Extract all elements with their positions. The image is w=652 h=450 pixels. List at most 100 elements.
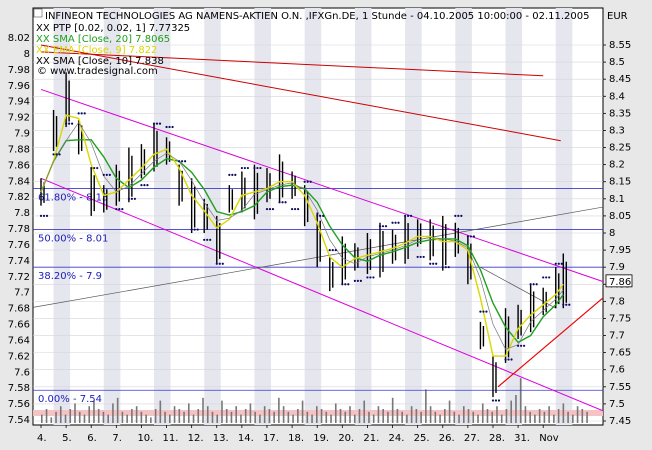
- volume-bar: [131, 409, 133, 423]
- ptp-dot: [206, 238, 209, 241]
- left-tick-label: 7.56: [8, 399, 30, 410]
- left-tick-label: 7.82: [8, 192, 30, 203]
- volume-bar: [524, 406, 527, 423]
- ptp-dot: [294, 207, 297, 211]
- ptp-dot: [322, 214, 325, 218]
- volume-bar: [406, 414, 408, 423]
- ptp-dot: [378, 225, 382, 228]
- ptp-dot: [454, 214, 457, 218]
- left-tick-label: 7.7: [14, 288, 30, 299]
- ptp-dot: [96, 166, 99, 170]
- ptp-dot: [268, 207, 272, 211]
- volume-band: [33, 410, 603, 416]
- x-tick-label: 14.: [238, 433, 254, 444]
- volume-bar: [425, 389, 427, 423]
- ptp-dot: [184, 160, 187, 163]
- volume-bar: [548, 406, 550, 423]
- volume-bar: [211, 411, 214, 423]
- right-tick-label: 8.25: [609, 143, 631, 154]
- volume-bar: [334, 403, 337, 423]
- right-tick-label: 8.5: [609, 57, 625, 68]
- ptp-dot: [42, 214, 46, 218]
- right-tick-label: 7.6: [609, 365, 625, 376]
- volume-bar: [557, 409, 560, 423]
- volume-bar: [254, 411, 256, 423]
- volume-bar: [102, 411, 105, 423]
- gridlines: [33, 44, 603, 422]
- volume-bar: [316, 406, 318, 423]
- volume-bar: [500, 414, 503, 423]
- ptp-dot: [190, 228, 193, 231]
- left-tick-label: 7.68: [8, 304, 30, 315]
- ptp-dot: [341, 283, 344, 286]
- ptp-dot: [256, 166, 259, 170]
- ptp-dot: [90, 166, 93, 170]
- ptp-dot: [491, 399, 495, 402]
- ptp-dot: [68, 122, 71, 125]
- volume-bar: [150, 417, 152, 423]
- ptp-dot: [146, 184, 149, 187]
- volume-bar: [107, 414, 109, 423]
- right-tick-label: 7.95: [609, 245, 631, 256]
- legend-entry: XX PTP [0.02, 0.02, 1] 7.77325: [36, 23, 190, 34]
- volume-bar: [458, 414, 460, 423]
- ptp-dot: [240, 166, 243, 170]
- volume-bar: [325, 411, 328, 423]
- volume-bar: [74, 403, 76, 423]
- ptp-dot: [497, 399, 501, 402]
- fibonacci-levels: 61.80% - 8.13 50.00% - 8.01 38.20% - 7.9 0.…: [33, 188, 603, 405]
- ptp-dot: [494, 399, 498, 402]
- ptp-dot: [130, 197, 133, 200]
- ptp-dot: [215, 262, 218, 265]
- ptp-dot: [479, 310, 482, 313]
- right-tick-label: 8.45: [609, 74, 631, 85]
- ptp-dot: [181, 160, 184, 163]
- volume-bar: [572, 414, 574, 423]
- currency-label: EUR: [607, 11, 628, 22]
- left-tick-label: 7.6: [14, 367, 30, 378]
- volume-bar: [164, 411, 166, 423]
- volume-bar: [306, 411, 309, 423]
- volume-bar: [178, 409, 181, 423]
- ptp-dot: [381, 225, 385, 228]
- ptp-dot: [353, 279, 356, 282]
- volume-bar: [330, 414, 332, 423]
- right-tick-label: 8.1: [609, 194, 625, 205]
- volume-bar: [586, 411, 588, 423]
- left-tick-label: 7.58: [8, 383, 30, 394]
- ptp-dot: [102, 173, 105, 176]
- ptp-dot: [209, 238, 212, 241]
- ptp-dot: [397, 221, 400, 224]
- volume-bar: [83, 414, 86, 423]
- x-tick-label: 5.: [62, 433, 72, 444]
- volume-bar: [197, 409, 200, 423]
- ptp-dot: [291, 207, 294, 211]
- fib-label: 0.00% - 7.54: [38, 394, 102, 405]
- ptp-dot: [143, 184, 146, 187]
- ptp-dot: [165, 125, 168, 129]
- volume-bar: [225, 409, 228, 423]
- volume-bar: [301, 400, 304, 423]
- ptp-dot: [71, 122, 74, 125]
- x-tick-label: 11.: [163, 433, 179, 444]
- ptp-dot: [193, 228, 196, 231]
- left-tick-label: 7.9: [14, 129, 30, 140]
- ptp-dot: [469, 235, 472, 238]
- volume-bar: [78, 411, 81, 423]
- volume-bar: [349, 406, 351, 423]
- volume-bar: [382, 409, 384, 423]
- right-tick-label: 7.7: [609, 331, 625, 342]
- volume-bar: [467, 409, 470, 423]
- volume-bar: [268, 409, 271, 423]
- day-stripe: [204, 8, 221, 425]
- chart-title: INFINEON TECHNOLOGIES AG NAMENS-AKTIEN O…: [45, 11, 589, 22]
- volume-bar: [311, 414, 313, 423]
- volume-bar: [55, 411, 57, 423]
- ptp-dot: [231, 173, 234, 176]
- volume-bar: [69, 409, 72, 423]
- volume-bar: [140, 411, 143, 423]
- volume-bar: [159, 400, 162, 423]
- ptp-dot: [297, 207, 300, 211]
- chart-header: INFINEON TECHNOLOGIES AG NAMENS-AKTIEN O…: [33, 8, 628, 77]
- left-tick-label: 7.54: [8, 415, 30, 426]
